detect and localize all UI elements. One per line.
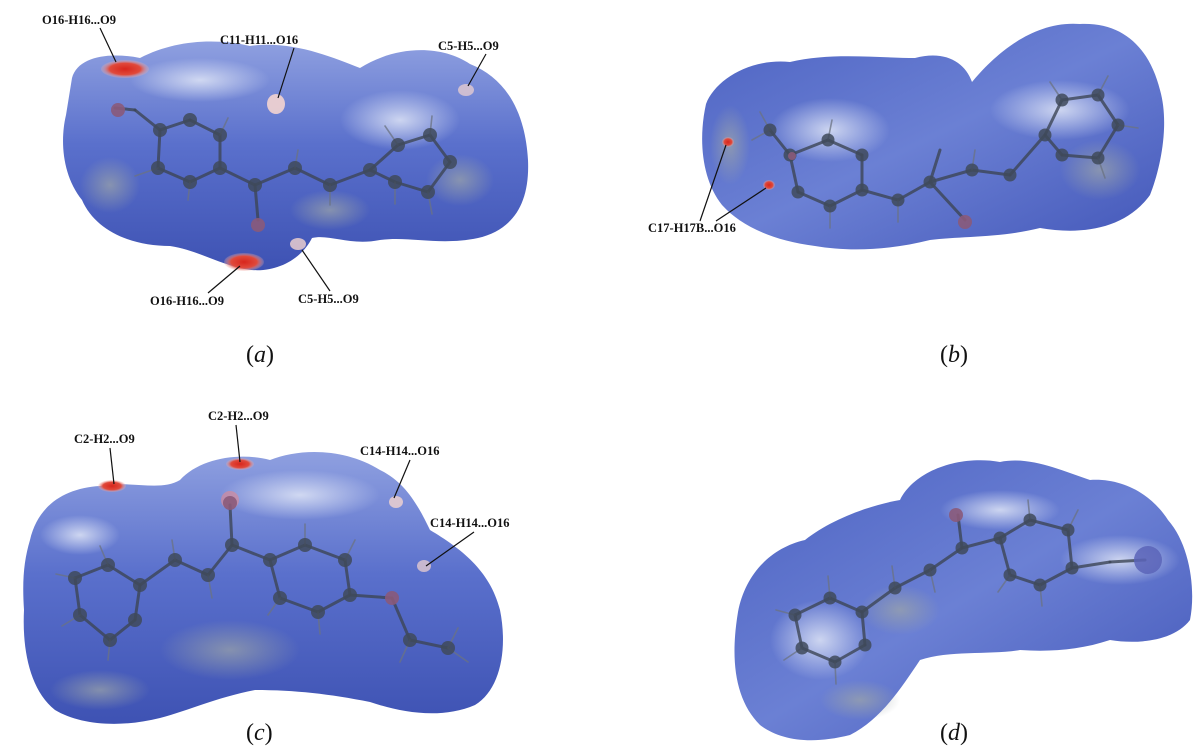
panel-caption: (b) [940,342,968,368]
leader-line [425,531,475,567]
leader-line [109,447,115,485]
contact-label: C5-H5...O9 [438,39,499,53]
contact-label: C14-H14...O16 [430,516,510,530]
panel-a: O16-H16...O9 C11-H11...O16 C5-H5...O9 O1… [42,13,529,368]
contact-label: C2-H2...O9 [208,409,269,423]
leader-line [277,47,295,99]
leader-line [715,187,767,222]
leader-line [467,53,487,87]
molecule-a [111,103,457,232]
molecule-b [751,75,1139,229]
molecule-d [775,499,1162,685]
panel-caption: (a) [246,342,274,368]
contact-label: C2-H2...O9 [74,432,135,446]
leader-line [301,249,331,292]
panel-caption: (c) [246,720,273,746]
molecule-c [55,496,469,663]
panel-c: C2-H2...O9 C2-H2...O9 C14-H14...O16 C14-… [23,409,510,746]
leader-line [99,27,117,63]
contact-label: O16-H16...O9 [150,294,224,308]
leader-line [235,424,241,463]
contact-label: O16-H16...O9 [42,13,116,27]
leader-line [699,144,727,222]
contact-label: C5-H5...O9 [298,292,359,306]
surface-c [23,451,503,724]
leader-line [393,459,411,499]
panel-b: C17-H17B...O16 (b) [648,23,1165,368]
contact-label: C14-H14...O16 [360,444,440,458]
contact-label: C11-H11...O16 [220,33,298,47]
panel-d: (d) [734,460,1193,746]
surface-b [702,23,1165,250]
panel-caption: (d) [940,720,968,746]
leader-line [207,265,241,294]
contact-label: C17-H17B...O16 [648,221,736,235]
